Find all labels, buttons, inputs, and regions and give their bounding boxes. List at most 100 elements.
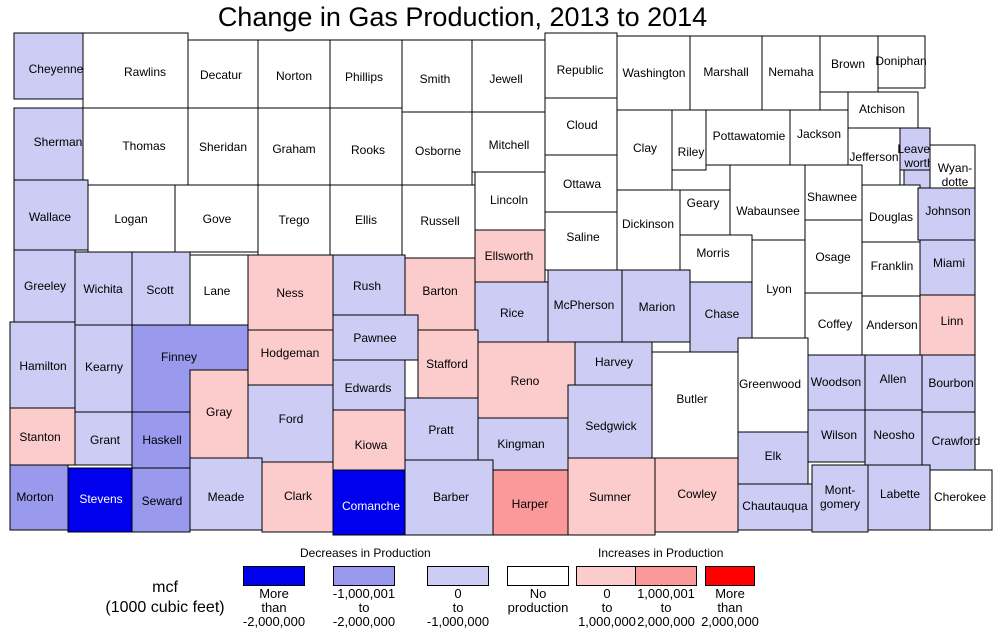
county-label: Reno (511, 374, 540, 388)
county-ford: Ford (247, 384, 334, 463)
county-label: Rooks (351, 143, 385, 157)
legend-label-inc-mid: 1,000,001 to 2,000,000 (622, 587, 710, 629)
legend-swatch-inc-large (705, 566, 755, 586)
county-comanche: Comanche (332, 469, 406, 536)
county-label: Rawlins (124, 65, 166, 79)
county-pottawatomie: Pottawatomie (705, 109, 791, 166)
legend-label-line: than (261, 600, 287, 615)
county-greeley: Greeley (13, 249, 76, 323)
county-brown: Brown (819, 35, 879, 93)
county-label: Grant (90, 433, 121, 447)
county-harper: Harper (492, 469, 569, 536)
county-shape (13, 107, 84, 181)
county-shape (9, 321, 76, 409)
county-label: Cheyenne (29, 62, 84, 76)
county-label: Cowley (677, 487, 716, 501)
county-shape (74, 324, 133, 413)
county-label: Sheridan (199, 140, 247, 154)
county-label: Hodgeman (261, 346, 320, 360)
legend-swatch-inc-mid (635, 566, 697, 586)
county-sherman: Sherman (13, 107, 84, 181)
county-pratt: Pratt (404, 397, 479, 463)
county-shape (654, 457, 739, 533)
county-label: Barber (433, 490, 469, 504)
legend-swatch-dec-large (243, 566, 305, 586)
county-label: Doniphan (875, 54, 926, 68)
county-rice: Rice (474, 281, 549, 343)
county-saline: Saline (544, 211, 618, 271)
county-label: Kingman (497, 437, 544, 451)
county-label: Greenwood (739, 377, 801, 391)
county-miami: Miami (919, 239, 976, 296)
county-shape (492, 469, 569, 536)
county-label: Harper (512, 497, 549, 511)
legend-label-line: -1,000,000 (426, 614, 490, 629)
county-label: Neosho (873, 428, 915, 442)
county-ellis: Ellis (329, 184, 403, 256)
county-shape (737, 337, 809, 433)
county-atchison: Atchison (847, 91, 919, 129)
county-harvey: Harvey (574, 341, 653, 386)
county-label: Norton (276, 69, 312, 83)
county-shape (671, 109, 707, 171)
county-nemaha: Nemaha (761, 35, 821, 111)
county-johnson: Johnson (917, 187, 976, 241)
county-label: Gray (206, 405, 232, 419)
county-label: Jackson (797, 127, 841, 141)
county-label: Osborne (415, 144, 461, 158)
county-label: Geary (687, 196, 720, 210)
legend-label-line: 2,000,000 (637, 614, 695, 629)
county-shape (689, 35, 763, 111)
county-label: Rice (500, 306, 524, 320)
county-shape (9, 407, 76, 466)
county-label: Nemaha (768, 65, 814, 79)
county-clay: Clay (616, 109, 673, 191)
county-linn: Linn (919, 294, 976, 356)
map-title: Change in Gas Production, 2013 to 2014 (217, 2, 708, 32)
county-neosho: Neosho (864, 409, 923, 466)
county-osborne: Osborne (401, 111, 473, 186)
county-norton: Norton (257, 39, 331, 109)
county-hamilton: Hamilton (9, 321, 76, 409)
county-label: Clark (284, 489, 313, 503)
county-barber: Barber (404, 459, 494, 536)
county-shape (616, 189, 681, 276)
county-ness: Ness (247, 254, 334, 331)
county-stanton: Stanton (9, 407, 76, 466)
county-marshall: Marshall (689, 35, 763, 111)
county-shape (789, 109, 849, 166)
county-allen: Allen (864, 354, 923, 411)
county-shape (332, 254, 406, 316)
county-label-line: Mont- (825, 483, 856, 497)
county-label: Russell (420, 214, 459, 228)
county-label: McPherson (554, 298, 615, 312)
county-shape (921, 354, 976, 413)
county-shape (864, 409, 923, 466)
county-washington: Washington (616, 35, 691, 111)
county-thomas: Thomas (82, 107, 189, 186)
county-stafford: Stafford (417, 329, 479, 399)
county-label: Sherman (34, 135, 83, 149)
county-shape (929, 469, 993, 531)
county-shape (737, 483, 813, 531)
county-label: Stevens (79, 492, 122, 506)
county-shape (189, 254, 249, 331)
legend-label-line: -2,000,000 (332, 614, 396, 629)
county-shape (187, 39, 259, 109)
legend-label-line: No (529, 586, 547, 601)
county-pawnee: Pawnee (332, 314, 419, 361)
county-shape (82, 32, 189, 109)
county-label: Thomas (122, 139, 165, 153)
county-label: Rush (353, 279, 381, 293)
county-label: Morton (16, 490, 53, 504)
legend-increases-heading: Increases in Production (598, 546, 724, 560)
county-sheridan: Sheridan (187, 107, 259, 186)
county-butler: Butler (651, 351, 739, 469)
legend-label-line: More (259, 586, 289, 601)
county-lane: Lane (189, 254, 249, 331)
county-label: Harvey (595, 355, 633, 369)
county-label: Logan (114, 212, 147, 226)
county-bourbon: Bourbon (921, 354, 976, 413)
county-label: Marshall (703, 65, 748, 79)
county-sumner: Sumner (567, 457, 656, 536)
